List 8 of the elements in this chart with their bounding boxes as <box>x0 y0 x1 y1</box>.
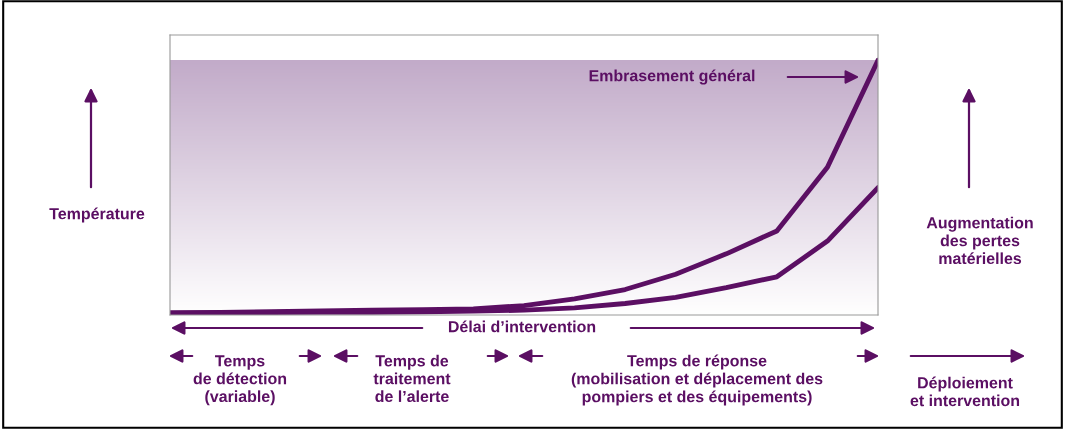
text: Augmentation des pertes matérielles <box>926 216 1033 265</box>
text: Temps de détection (variable) <box>193 355 287 406</box>
annotation: Embrasement général <box>589 69 755 85</box>
text: Temps de traitement de l’alerte <box>373 354 451 403</box>
y-axis-title: Température <box>49 207 145 223</box>
text: Délai d’intervention <box>448 320 596 333</box>
text: Temps de réponse (mobilisation et déplacement des pompiers et des équipements) <box>571 354 823 406</box>
text: Déploiement et intervention <box>910 376 1020 407</box>
